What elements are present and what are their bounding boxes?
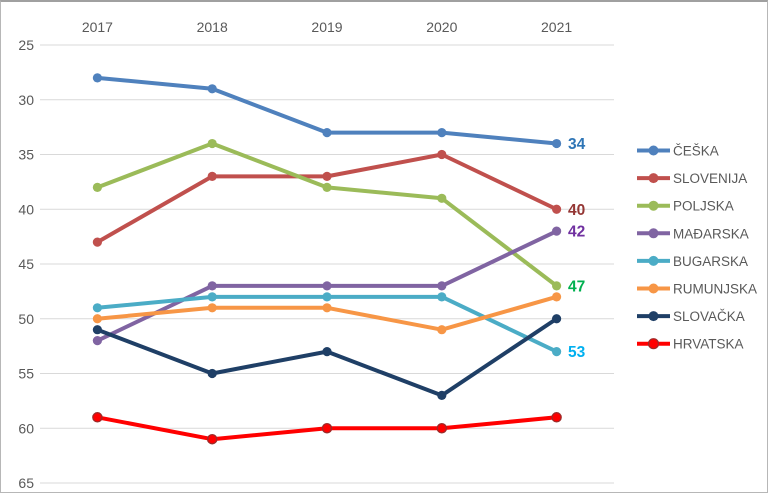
marker-hrvatska-2018[interactable]	[206, 433, 218, 445]
x-axis-label-2019: 2019	[311, 19, 342, 35]
marker-slovenija-2019[interactable]	[322, 171, 332, 181]
marker-madarska-2019[interactable]	[322, 281, 332, 291]
marker-slovacka-2020[interactable]	[437, 390, 447, 400]
x-axis-label-2017: 2017	[82, 19, 113, 35]
legend-marker-icon-rumunjska	[648, 283, 659, 294]
y-axis-tick-50: 50	[18, 311, 34, 327]
y-axis-tick-55: 55	[18, 366, 34, 382]
marker-bugarska-2017[interactable]	[92, 303, 102, 313]
y-axis-tick-45: 45	[18, 256, 34, 272]
marker-madarska-2020[interactable]	[437, 281, 447, 291]
marker-slovacka-2019[interactable]	[322, 347, 332, 357]
marker-slovacka-2018[interactable]	[207, 368, 217, 379]
marker-hrvatska-2020[interactable]	[436, 422, 448, 434]
legend-item-rumunjska[interactable]: RUMUNJSKA	[637, 282, 757, 297]
y-axis-tick-60: 60	[18, 420, 34, 436]
marker-madarska-2021[interactable]	[552, 226, 562, 236]
legend-marker-icon-hrvatska	[647, 338, 660, 350]
legend-item-bugarska[interactable]: BUGARSKA	[637, 254, 748, 269]
x-axis-label-2021: 2021	[541, 19, 572, 35]
y-axis-tick-40: 40	[18, 201, 34, 217]
marker-hrvatska-2017[interactable]	[92, 412, 103, 423]
x-axis-label-2018: 2018	[197, 19, 228, 35]
data-label-poljska: 47	[568, 278, 585, 295]
y-axis-tick-35: 35	[18, 147, 34, 163]
legend-label-bugarska: BUGARSKA	[673, 254, 748, 269]
marker-bugarska-2020[interactable]	[437, 292, 447, 302]
marker-ceska-2019[interactable]	[322, 128, 332, 138]
marker-madarska-2018[interactable]	[207, 281, 217, 291]
y-axis-tick-25: 25	[18, 37, 34, 53]
marker-hrvatska-2021[interactable]	[551, 412, 562, 423]
marker-ceska-2020[interactable]	[437, 128, 447, 138]
marker-slovacka-2017[interactable]	[92, 325, 102, 335]
legend-item-ceska[interactable]: ČEŠKA	[637, 144, 719, 159]
marker-rumunjska-2019[interactable]	[322, 303, 332, 313]
data-label-ceska: 34	[568, 136, 586, 153]
marker-rumunjska-2021[interactable]	[552, 292, 562, 302]
legend-marker-icon-slovenija	[648, 173, 659, 184]
marker-ceska-2017[interactable]	[92, 73, 102, 83]
marker-slovacka-2021[interactable]	[552, 314, 562, 324]
legend-marker-icon-bugarska	[648, 255, 659, 266]
marker-slovenija-2017[interactable]	[92, 237, 102, 247]
marker-slovenija-2018[interactable]	[207, 171, 217, 181]
marker-slovenija-2020[interactable]	[437, 149, 447, 160]
marker-poljska-2020[interactable]	[437, 193, 447, 203]
legend-marker-icon-slovacka	[648, 311, 659, 322]
marker-poljska-2018[interactable]	[207, 138, 217, 149]
legend-label-ceska: ČEŠKA	[673, 144, 719, 159]
legend-marker-icon-madarska	[648, 228, 659, 239]
legend-label-slovenija: SLOVENIJA	[673, 171, 747, 186]
marker-bugarska-2018[interactable]	[207, 292, 217, 302]
legend-item-poljska[interactable]: POLJSKA	[637, 199, 734, 214]
marker-hrvatska-2019[interactable]	[321, 422, 333, 434]
legend-item-slovenija[interactable]: SLOVENIJA	[637, 171, 747, 186]
marker-poljska-2021[interactable]	[552, 281, 562, 291]
marker-bugarska-2021[interactable]	[552, 347, 562, 357]
legend-marker-icon-ceska	[648, 145, 659, 156]
data-label-madarska: 42	[568, 224, 585, 241]
legend-label-madarska: MAĐARSKA	[673, 226, 749, 241]
marker-poljska-2019[interactable]	[322, 182, 332, 192]
marker-slovenija-2021[interactable]	[552, 204, 562, 214]
legend-label-rumunjska: RUMUNJSKA	[673, 282, 757, 297]
legend-marker-icon-poljska	[648, 200, 659, 211]
legend-label-slovacka: SLOVAČKA	[673, 309, 745, 324]
series-line-slovenija[interactable]	[95, 152, 559, 245]
marker-ceska-2021[interactable]	[552, 138, 562, 149]
marker-rumunjska-2017[interactable]	[92, 314, 102, 324]
marker-bugarska-2019[interactable]	[322, 292, 332, 302]
marker-rumunjska-2018[interactable]	[207, 303, 217, 313]
y-axis-tick-30: 30	[18, 92, 34, 108]
data-label-slovenija: 40	[568, 202, 585, 219]
y-axis-tick-65: 65	[18, 475, 34, 491]
data-label-bugarska: 53	[568, 344, 586, 361]
marker-madarska-2017[interactable]	[92, 336, 102, 346]
legend-item-madarska[interactable]: MAĐARSKA	[637, 226, 749, 241]
x-axis-label-2020: 2020	[426, 19, 457, 35]
legend-item-slovacka[interactable]: SLOVAČKA	[637, 309, 745, 324]
marker-ceska-2018[interactable]	[207, 84, 217, 94]
series-line-slovacka[interactable]	[95, 316, 559, 398]
marker-poljska-2017[interactable]	[92, 182, 102, 192]
marker-rumunjska-2020[interactable]	[437, 325, 447, 335]
legend-item-hrvatska[interactable]: HRVATSKA	[637, 337, 744, 352]
legend-label-hrvatska: HRVATSKA	[673, 337, 744, 352]
legend-label-poljska: POLJSKA	[673, 199, 734, 214]
